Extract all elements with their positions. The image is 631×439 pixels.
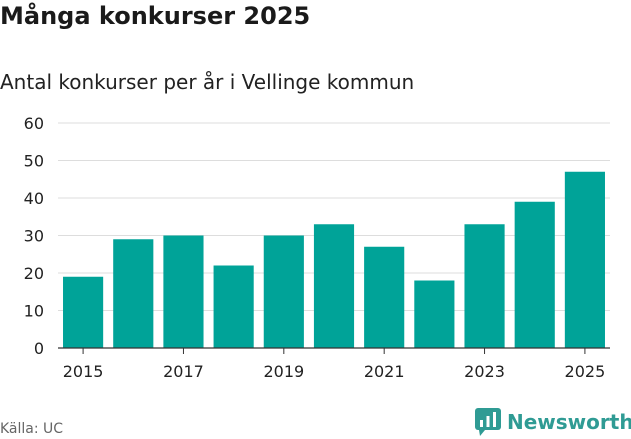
bar-2023 (464, 224, 505, 348)
bar-2025 (564, 171, 605, 348)
bar-2021 (364, 246, 405, 348)
bar-2018 (213, 265, 254, 348)
source-note: Källa: UC (0, 421, 64, 437)
bar-2017 (163, 235, 204, 348)
y-tick-label: 60 (24, 114, 44, 133)
chart-subtitle: Antal konkurser per år i Vellinge kommun (0, 70, 415, 94)
bar-2020 (313, 224, 355, 348)
newsworthy-logo: Newsworthy (475, 407, 631, 437)
y-tick-label: 30 (24, 227, 44, 246)
bar-2015 (63, 276, 104, 348)
y-tick-label: 20 (24, 264, 44, 283)
x-tick-label: 2025 (565, 362, 606, 381)
bar-2024 (514, 201, 555, 348)
x-tick-label: 2015 (63, 362, 104, 381)
y-tick-label: 0 (34, 339, 44, 358)
bar-2019 (263, 235, 304, 348)
bar-chart: 0 10 20 30 40 50 60 2015 2017 2019 2021 2023 2025 (24, 114, 610, 381)
bar-2022 (414, 280, 455, 348)
x-tick-label: 2019 (263, 362, 304, 381)
x-tick-label: 2023 (464, 362, 505, 381)
y-tick-label: 40 (24, 189, 44, 208)
bar-2016 (113, 239, 154, 348)
bars (63, 171, 605, 348)
chart-title: Många konkurser 2025 (0, 2, 311, 30)
x-tick-label: 2017 (163, 362, 204, 381)
newsworthy-logo-icon (475, 408, 501, 436)
axes: 0 10 20 30 40 50 60 2015 2017 2019 2021 2023 2025 (24, 114, 610, 381)
x-tick-label: 2021 (364, 362, 405, 381)
y-tick-label: 50 (24, 152, 44, 171)
y-tick-label: 10 (24, 302, 44, 321)
brand-name: Newsworthy (507, 410, 631, 434)
